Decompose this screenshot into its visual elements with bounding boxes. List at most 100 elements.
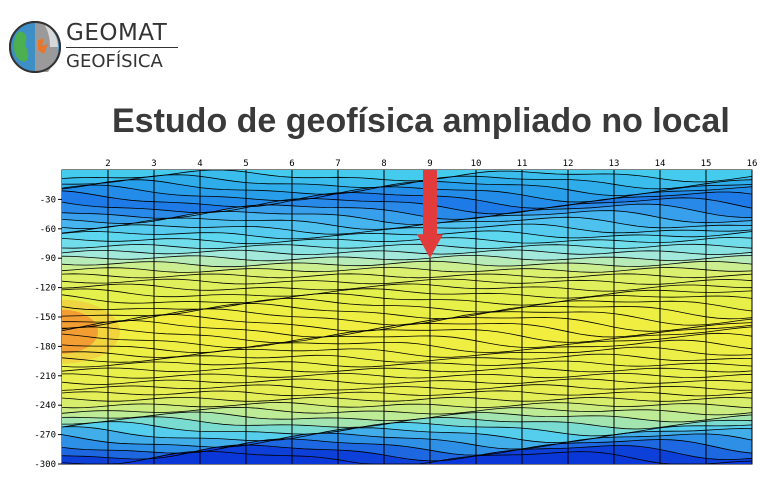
contour-lines [62, 170, 752, 464]
contour-band [62, 179, 752, 202]
contour-band [62, 438, 752, 461]
contour-band [62, 340, 752, 358]
contour-band [62, 444, 752, 464]
arrow-shaft [423, 170, 437, 237]
contour-band [62, 170, 752, 182]
contour-line [62, 390, 752, 397]
contour-line [62, 384, 752, 391]
contour-line [62, 421, 752, 437]
contour-line [62, 432, 752, 450]
contour-band [62, 279, 752, 292]
y-tick-label: -270 [34, 431, 56, 441]
contour-band [62, 197, 752, 220]
x-tick-label: 16 [747, 159, 758, 169]
x-tick-label: 13 [609, 159, 620, 169]
contour-line [62, 283, 752, 292]
anomaly-orange [62, 309, 98, 354]
contour-line [62, 373, 752, 379]
contour-line [62, 416, 752, 430]
contour-line [62, 314, 752, 332]
x-tick-label: 3 [151, 159, 156, 169]
contour-line [62, 230, 752, 240]
contour-line [62, 353, 752, 363]
x-tick-label: 8 [381, 159, 386, 169]
contour-line [62, 273, 752, 279]
x-tick-label: 12 [563, 159, 574, 169]
company-logo: GEOMAT GEOFÍSICA [8, 20, 178, 76]
contour-line [62, 260, 752, 268]
contour-line [62, 278, 752, 285]
y-tick-label: -240 [34, 401, 56, 411]
contour-band [62, 288, 752, 306]
contour-line [62, 243, 752, 250]
contour-band [62, 308, 752, 332]
contour-line [62, 267, 752, 273]
contour-band [62, 451, 752, 464]
x-tick-label: 9 [427, 159, 432, 169]
contour-line [62, 216, 752, 230]
logo-divider [66, 47, 178, 48]
contour-band [62, 174, 752, 196]
contour-band [62, 261, 752, 273]
contour-band [62, 416, 752, 436]
contour-line [62, 170, 752, 183]
contour-band [62, 303, 752, 326]
y-tick-label: -90 [40, 254, 56, 264]
contour-line [62, 249, 752, 256]
y-tick-label: -30 [40, 195, 56, 205]
annotations [417, 170, 443, 259]
contour-band [62, 421, 752, 443]
contour-band [62, 267, 752, 278]
contour-line [62, 197, 752, 215]
contour-band [62, 320, 752, 343]
y-tick-label: -120 [34, 284, 56, 294]
contour-line [62, 378, 752, 385]
contour-band [62, 407, 752, 422]
contour-line [62, 406, 752, 416]
x-tick-label: 11 [517, 159, 528, 169]
contour-line [62, 293, 752, 306]
contour-line [62, 210, 752, 225]
y-tick-label: -60 [40, 225, 56, 235]
contour-line [62, 401, 752, 409]
contour-band [62, 347, 752, 363]
x-tick-label: 6 [289, 159, 294, 169]
contour-band [62, 255, 752, 267]
contour-band [62, 314, 752, 337]
contour-band [62, 293, 752, 312]
contour-line [62, 255, 752, 262]
contour-band [62, 273, 752, 285]
contour-line [62, 426, 752, 444]
y-tick-label: -150 [34, 313, 56, 323]
contour-band [62, 204, 752, 225]
contour-line [62, 396, 752, 402]
contour-line [62, 190, 752, 209]
y-tick-label: -180 [34, 342, 56, 352]
page-title: Estudo de geofísica ampliado no local [112, 102, 730, 140]
contour-line [62, 339, 752, 354]
contour-band [62, 361, 752, 372]
x-tick-label: 10 [471, 159, 482, 169]
contour-band [62, 378, 752, 391]
contour-line [62, 320, 752, 338]
contour-band [62, 224, 752, 239]
x-tick-label: 15 [701, 159, 712, 169]
contour-line [62, 444, 752, 462]
contour-line [62, 326, 752, 343]
contour-band [62, 217, 752, 235]
x-tick-label: 2 [105, 159, 110, 169]
contour-line [62, 184, 752, 203]
arrow-head [417, 234, 443, 259]
contour-band [62, 244, 752, 255]
resistivity-heatmap: 2 3 4 5 6 7 8 9 10 11 12 13 14 15 16 -30 -60 -90 -120 -150… [34, 159, 758, 470]
logo-name: GEOMAT [66, 20, 168, 46]
contour-line [62, 367, 752, 373]
x-tick-label: 5 [243, 159, 248, 169]
y-tick-label: -300 [34, 460, 56, 470]
contour-line [62, 450, 752, 464]
contour-line [62, 360, 752, 368]
contour-line [62, 297, 752, 313]
globe-logo-icon [9, 21, 61, 73]
contour-line [62, 288, 752, 299]
contour-band [62, 390, 752, 402]
